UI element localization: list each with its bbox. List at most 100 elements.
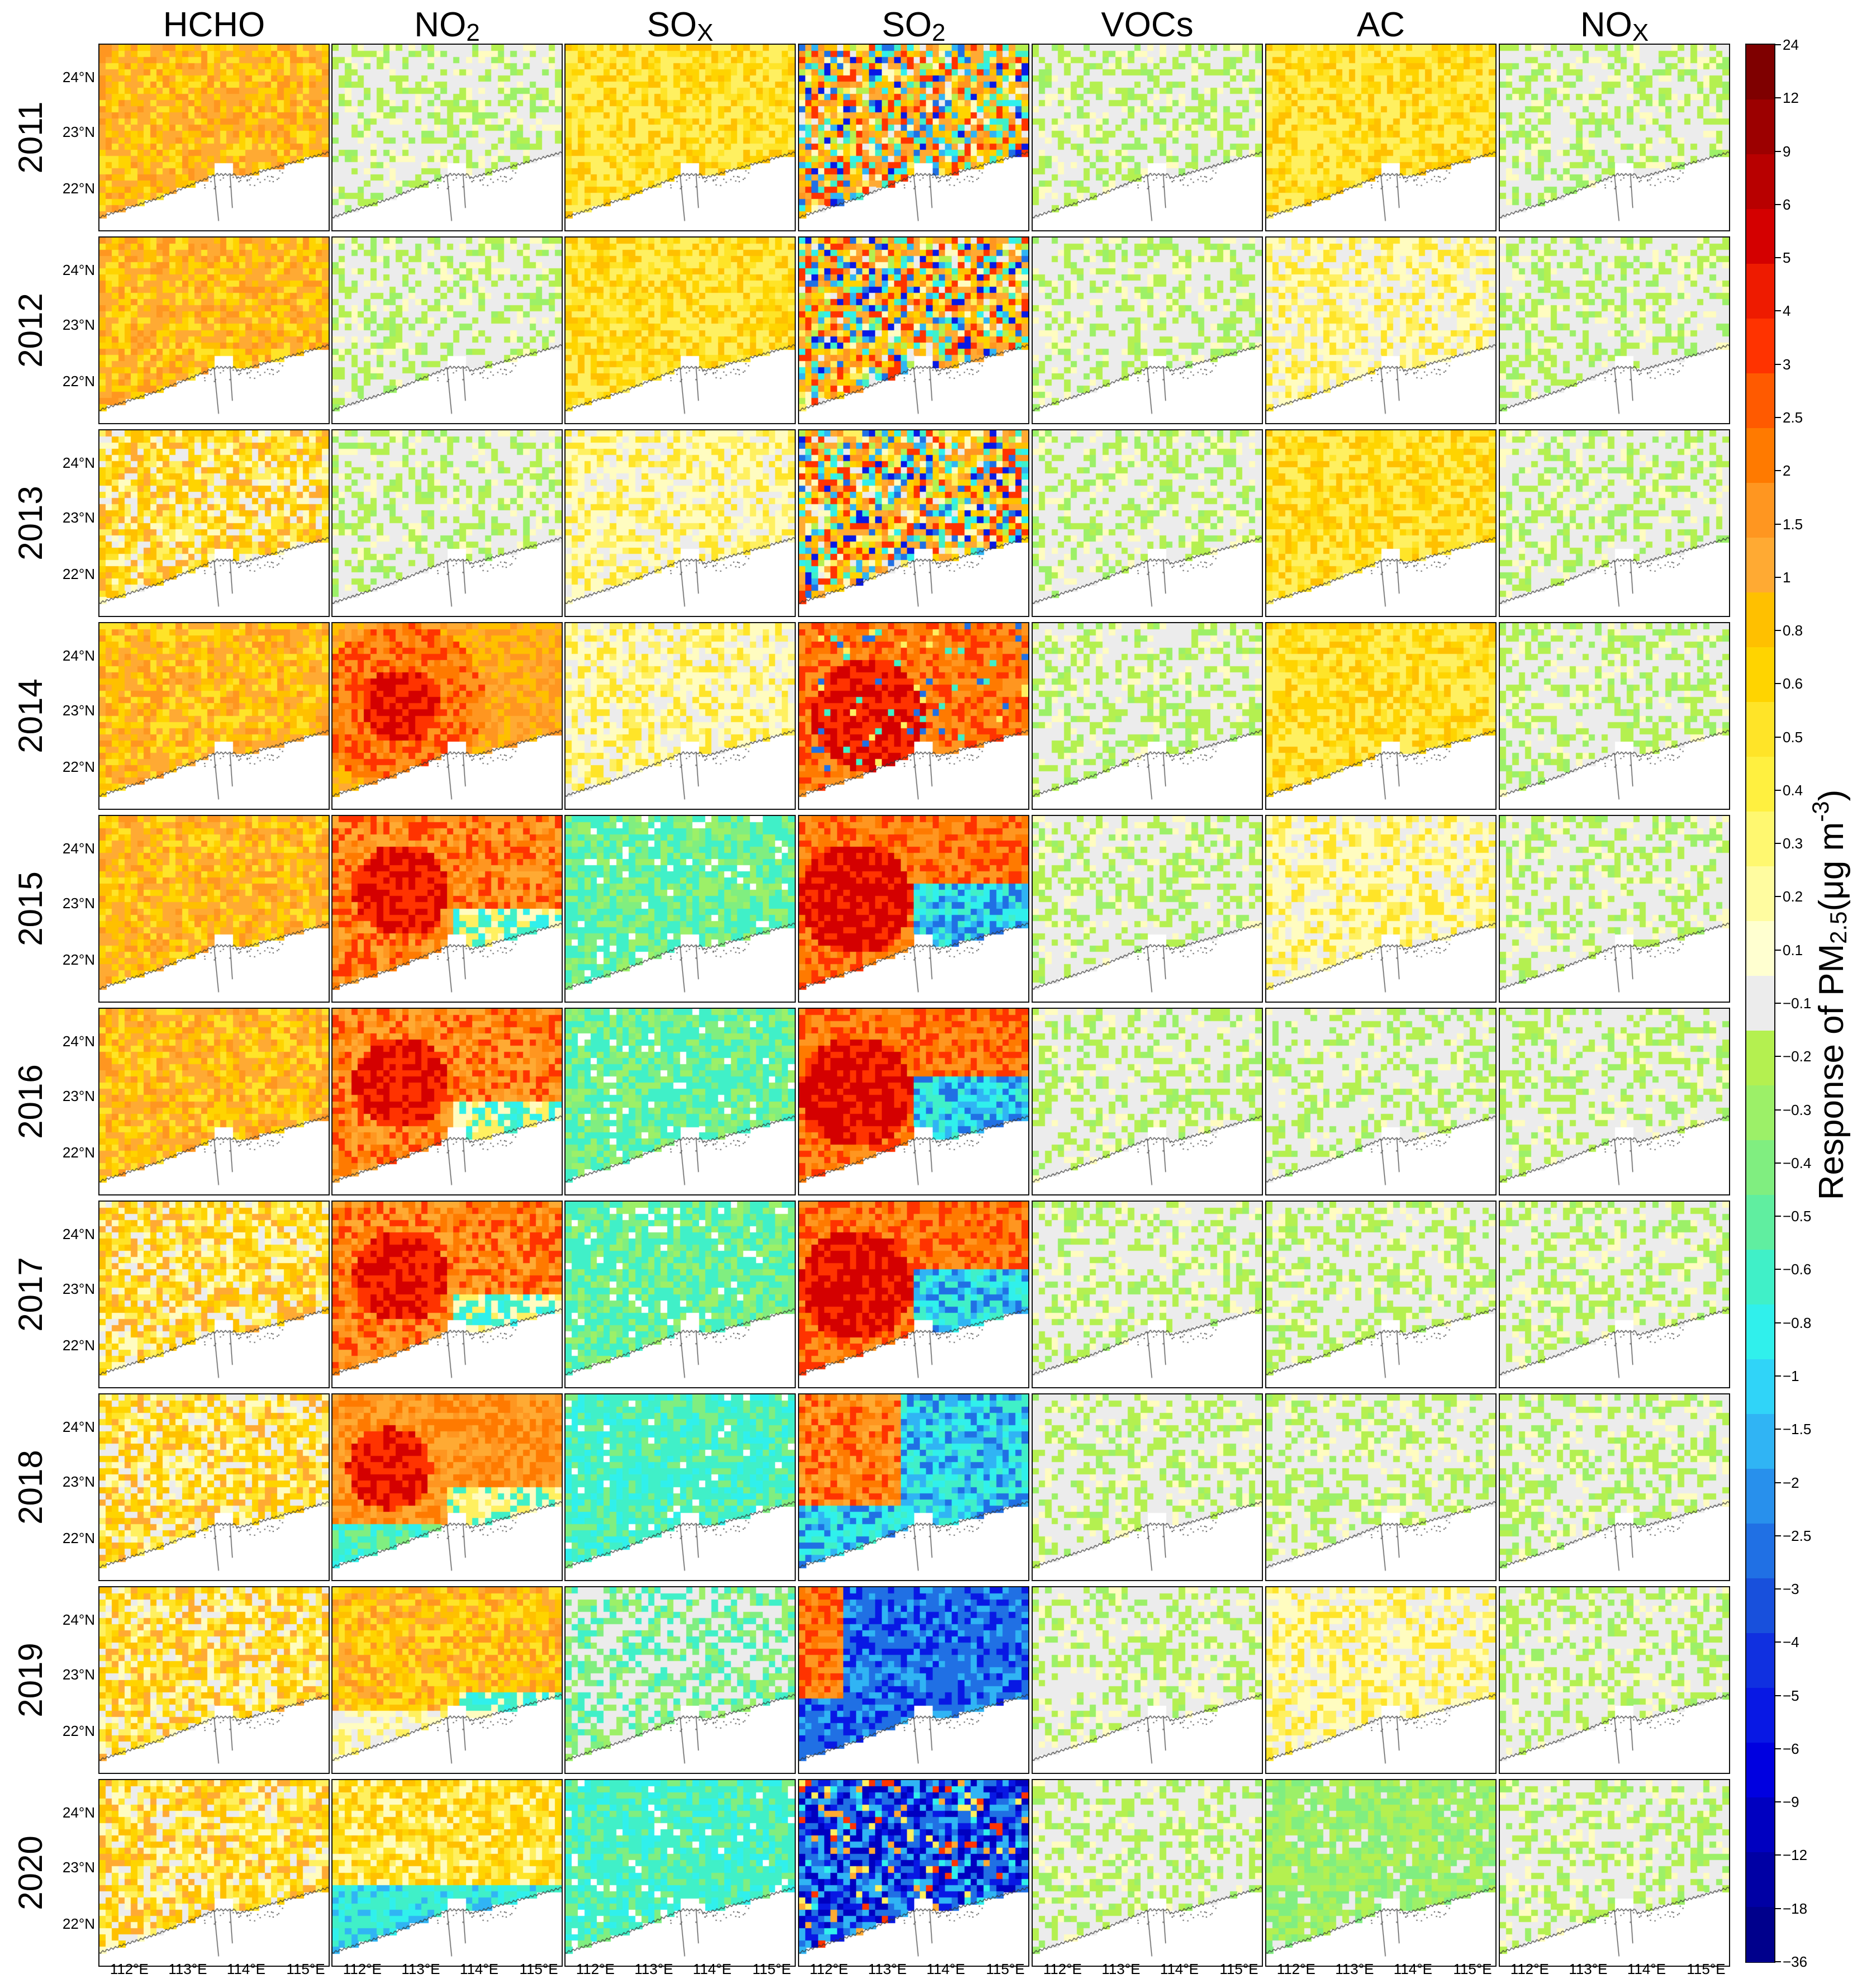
map-panel-hcho-2016 [98, 1008, 330, 1195]
lat-label: 22°N [62, 1723, 95, 1740]
colorbar-tick [1774, 1908, 1781, 1909]
map-panel-nox-2014 [1499, 622, 1730, 810]
lon-label: 112°E [110, 1961, 149, 1977]
colorbar-tick [1774, 523, 1781, 525]
map-panel-hcho-2011 [98, 44, 330, 231]
lat-label: 24°N [62, 1226, 95, 1243]
map-panel-so2-2014 [798, 622, 1029, 810]
heatmap-canvas [799, 1780, 1028, 1966]
heatmap-canvas [1266, 1587, 1495, 1773]
colorbar-label: 5 [1783, 249, 1791, 267]
heatmap-canvas [1033, 238, 1262, 423]
lat-label: 22°N [62, 180, 95, 197]
colorbar-segment [1746, 702, 1774, 757]
colorbar-label: −1.5 [1783, 1421, 1812, 1438]
colorbar-segment [1746, 812, 1774, 867]
lat-label: 23°N [62, 509, 95, 526]
map-panel-sox-2020 [564, 1779, 796, 1967]
heatmap-canvas [799, 45, 1028, 230]
colorbar-title: Response of PM2.5(μg m-3) [1798, 632, 1851, 1358]
heatmap-canvas [799, 1202, 1028, 1387]
column-title-text: SO [647, 6, 697, 44]
colorbar-tick [1774, 310, 1781, 312]
map-panel-nox-2020 [1499, 1779, 1730, 1967]
colorbar-segment [1746, 592, 1774, 648]
heatmap-canvas [1500, 1394, 1729, 1580]
map-panel-no2-2015 [331, 815, 563, 1003]
colorbar-label: 0.1 [1783, 941, 1803, 959]
lon-label: 112°E [1510, 1961, 1549, 1977]
lon-label: 115°E [1219, 1961, 1258, 1977]
heatmap-canvas [799, 816, 1028, 1002]
column-title-ac: AC [1266, 6, 1495, 45]
lon-label: 112°E [1276, 1961, 1315, 1977]
heatmap-canvas [99, 1394, 329, 1580]
map-panel-vocs-2017 [1032, 1201, 1263, 1388]
lat-label: 24°N [62, 840, 95, 857]
colorbar-tick [1774, 1162, 1781, 1164]
heatmap-canvas [1266, 238, 1495, 423]
map-panel-ac-2013 [1265, 429, 1497, 617]
colorbar-tick [1774, 1588, 1781, 1590]
heatmap-canvas [1033, 430, 1262, 616]
colorbar-tick [1774, 44, 1781, 45]
colorbar-segment [1746, 264, 1774, 319]
colorbar-label: −0.3 [1783, 1101, 1812, 1118]
map-panel-so2-2020 [798, 1779, 1029, 1967]
colorbar-segment [1746, 1250, 1774, 1305]
colorbar-label: 12 [1783, 89, 1799, 107]
heatmap-canvas [1033, 1009, 1262, 1194]
map-panel-nox-2017 [1499, 1201, 1730, 1388]
lon-label: 115°E [1687, 1961, 1726, 1977]
heatmap-canvas [799, 238, 1028, 423]
map-panel-sox-2016 [564, 1008, 796, 1195]
colorbar-tick [1774, 1854, 1781, 1856]
heatmap-canvas [99, 430, 329, 616]
map-panel-ac-2012 [1265, 236, 1497, 424]
colorbar-segment [1746, 1743, 1774, 1798]
colorbar-segment [1746, 1578, 1774, 1634]
heatmap-canvas [99, 238, 329, 423]
heatmap-canvas [566, 816, 795, 1002]
colorbar-tick [1774, 1109, 1781, 1111]
map-panel-ac-2011 [1265, 44, 1497, 231]
map-panel-so2-2018 [798, 1393, 1029, 1581]
heatmap-canvas [799, 1009, 1028, 1194]
colorbar-label: −2.5 [1783, 1527, 1812, 1544]
lat-label: 24°N [62, 1804, 95, 1821]
lon-label: 115°E [1453, 1961, 1492, 1977]
lat-label: 22°N [62, 1144, 95, 1161]
colorbar-segment [1746, 1524, 1774, 1579]
colorbar-segment [1746, 373, 1774, 429]
colorbar-tick [1774, 363, 1781, 365]
colorbar-title-sup: -3 [1807, 801, 1834, 822]
colorbar-tick [1774, 949, 1781, 951]
colorbar-tick [1774, 896, 1781, 898]
heatmap-canvas [332, 1780, 562, 1966]
lon-label: 114°E [1393, 1961, 1432, 1977]
map-panel-sox-2017 [564, 1201, 796, 1388]
heatmap-canvas [332, 1394, 562, 1580]
colorbar-segment [1746, 1304, 1774, 1360]
map-panel-no2-2019 [331, 1586, 563, 1774]
heatmap-canvas [1500, 1780, 1729, 1966]
colorbar-segment [1746, 154, 1774, 210]
lon-label: 112°E [343, 1961, 382, 1977]
column-title-text: NO [414, 6, 467, 44]
heatmap-canvas [566, 623, 795, 809]
map-panel-no2-2018 [331, 1393, 563, 1581]
map-panel-ac-2020 [1265, 1779, 1497, 1967]
heatmap-canvas [1266, 1009, 1495, 1194]
lat-label: 24°N [62, 1611, 95, 1629]
lat-label: 22°N [62, 373, 95, 390]
column-title-sub: X [1632, 19, 1649, 46]
heatmap-canvas [332, 430, 562, 616]
colorbar-segment [1746, 1688, 1774, 1743]
map-panel-vocs-2016 [1032, 1008, 1263, 1195]
colorbar [1745, 44, 1781, 1963]
map-panel-nox-2016 [1499, 1008, 1730, 1195]
heatmap-canvas [1500, 238, 1729, 423]
colorbar-label: 9 [1783, 143, 1791, 160]
colorbar-segment [1746, 866, 1774, 922]
map-panel-nox-2013 [1499, 429, 1730, 617]
